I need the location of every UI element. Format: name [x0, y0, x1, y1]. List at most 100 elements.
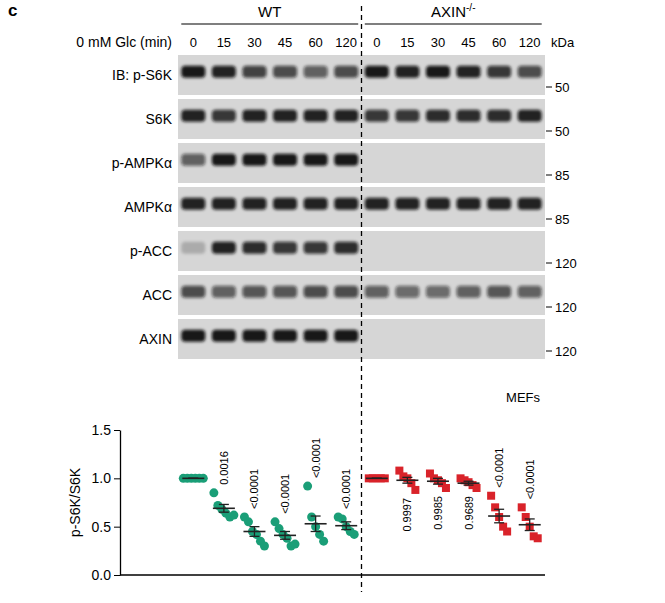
row-label: ACC	[142, 287, 172, 303]
y-tick-mark	[114, 575, 120, 576]
blot-band	[487, 242, 511, 254]
data-point	[518, 503, 526, 511]
error-cap	[219, 504, 229, 505]
marker-label: 120	[555, 300, 577, 315]
blot-band	[181, 66, 205, 78]
data-point	[229, 511, 238, 520]
unit-label: kDa	[551, 35, 575, 50]
blot-band	[242, 66, 266, 78]
data-point	[350, 530, 359, 539]
error-cap	[433, 478, 443, 479]
error-cap	[249, 526, 259, 527]
y-axis: 0.00.51.01.5	[92, 422, 121, 583]
blot-band	[273, 66, 297, 78]
error-cap	[188, 478, 198, 479]
error-bar	[219, 504, 229, 512]
marker-tick	[546, 87, 552, 88]
blot-band	[426, 198, 450, 210]
y-tick-label: 1.0	[92, 470, 112, 486]
blot-band	[304, 330, 328, 342]
blot-band	[304, 286, 328, 298]
p-value: 0.0016	[218, 451, 230, 485]
blot-band	[212, 330, 236, 342]
blot-band	[365, 66, 389, 78]
lane-label: 120	[519, 35, 541, 50]
error-bar	[433, 478, 443, 484]
error-cap	[464, 484, 474, 485]
marker-tick	[546, 131, 552, 132]
blot-band	[365, 110, 389, 122]
error-cap	[372, 478, 382, 479]
blot-band	[181, 110, 205, 122]
blot-band	[334, 110, 358, 122]
marker-label: 85	[555, 212, 569, 227]
error-bar	[372, 478, 382, 479]
error-cap	[494, 522, 504, 523]
blot-band	[518, 154, 542, 166]
mean-line	[366, 478, 388, 480]
blot-band	[242, 110, 266, 122]
blot-band	[212, 66, 236, 78]
blot-band	[426, 330, 450, 342]
error-cap	[188, 478, 198, 479]
blot-band	[304, 198, 328, 210]
error-cap	[311, 531, 321, 532]
condition-label: 0 mM Glc (min)	[76, 34, 172, 50]
group-line	[365, 23, 542, 24]
error-bar	[402, 477, 412, 483]
blot-band	[212, 242, 236, 254]
blot-band	[487, 110, 511, 122]
blot-band	[518, 110, 542, 122]
blot-band	[365, 198, 389, 210]
blot-band	[334, 242, 358, 254]
blot-band	[487, 66, 511, 78]
y-tick-mark	[114, 527, 120, 528]
blot-band	[242, 286, 266, 298]
error-cap	[402, 477, 412, 478]
cell-label: MEFs	[506, 390, 540, 405]
data-point	[291, 540, 300, 549]
error-stem	[407, 477, 408, 483]
blot-band	[212, 154, 236, 166]
blot-band	[212, 286, 236, 298]
blot-band	[518, 198, 542, 210]
error-cap	[402, 483, 412, 484]
blot-band	[212, 198, 236, 210]
p-value: <0.0001	[248, 469, 260, 509]
blot-band	[334, 286, 358, 298]
data-point	[491, 503, 499, 511]
error-bar	[525, 519, 535, 531]
data-point	[442, 484, 450, 492]
y-tick-label: 0.0	[92, 567, 112, 583]
blot-band	[487, 330, 511, 342]
blot-band	[426, 154, 450, 166]
group-label: WT	[258, 3, 281, 20]
blot-band	[395, 286, 419, 298]
blot-band	[304, 154, 328, 166]
blot-band	[395, 242, 419, 254]
p-value: <0.0001	[524, 459, 536, 499]
y-tick-label: 1.5	[92, 422, 112, 438]
blot-band	[334, 66, 358, 78]
lane-label: 15	[400, 35, 414, 50]
blot-band	[273, 154, 297, 166]
marker-tick	[546, 307, 552, 308]
marker-tick	[546, 351, 552, 352]
p-value: <0.0001	[310, 438, 322, 478]
blot-band	[181, 330, 205, 342]
error-cap	[280, 539, 290, 540]
blot-band	[334, 198, 358, 210]
error-cap	[341, 521, 351, 522]
data-point	[522, 513, 530, 521]
p-value: <0.0001	[493, 448, 505, 488]
blot-band	[395, 66, 419, 78]
blot-band	[518, 66, 542, 78]
error-stem	[529, 519, 530, 531]
y-tick: 1.0	[92, 470, 120, 486]
blot-band	[273, 242, 297, 254]
error-bar	[341, 522, 351, 530]
blot-band	[395, 110, 419, 122]
y-tick: 0.0	[92, 567, 120, 583]
blot-band	[242, 154, 266, 166]
error-cap	[433, 483, 443, 484]
